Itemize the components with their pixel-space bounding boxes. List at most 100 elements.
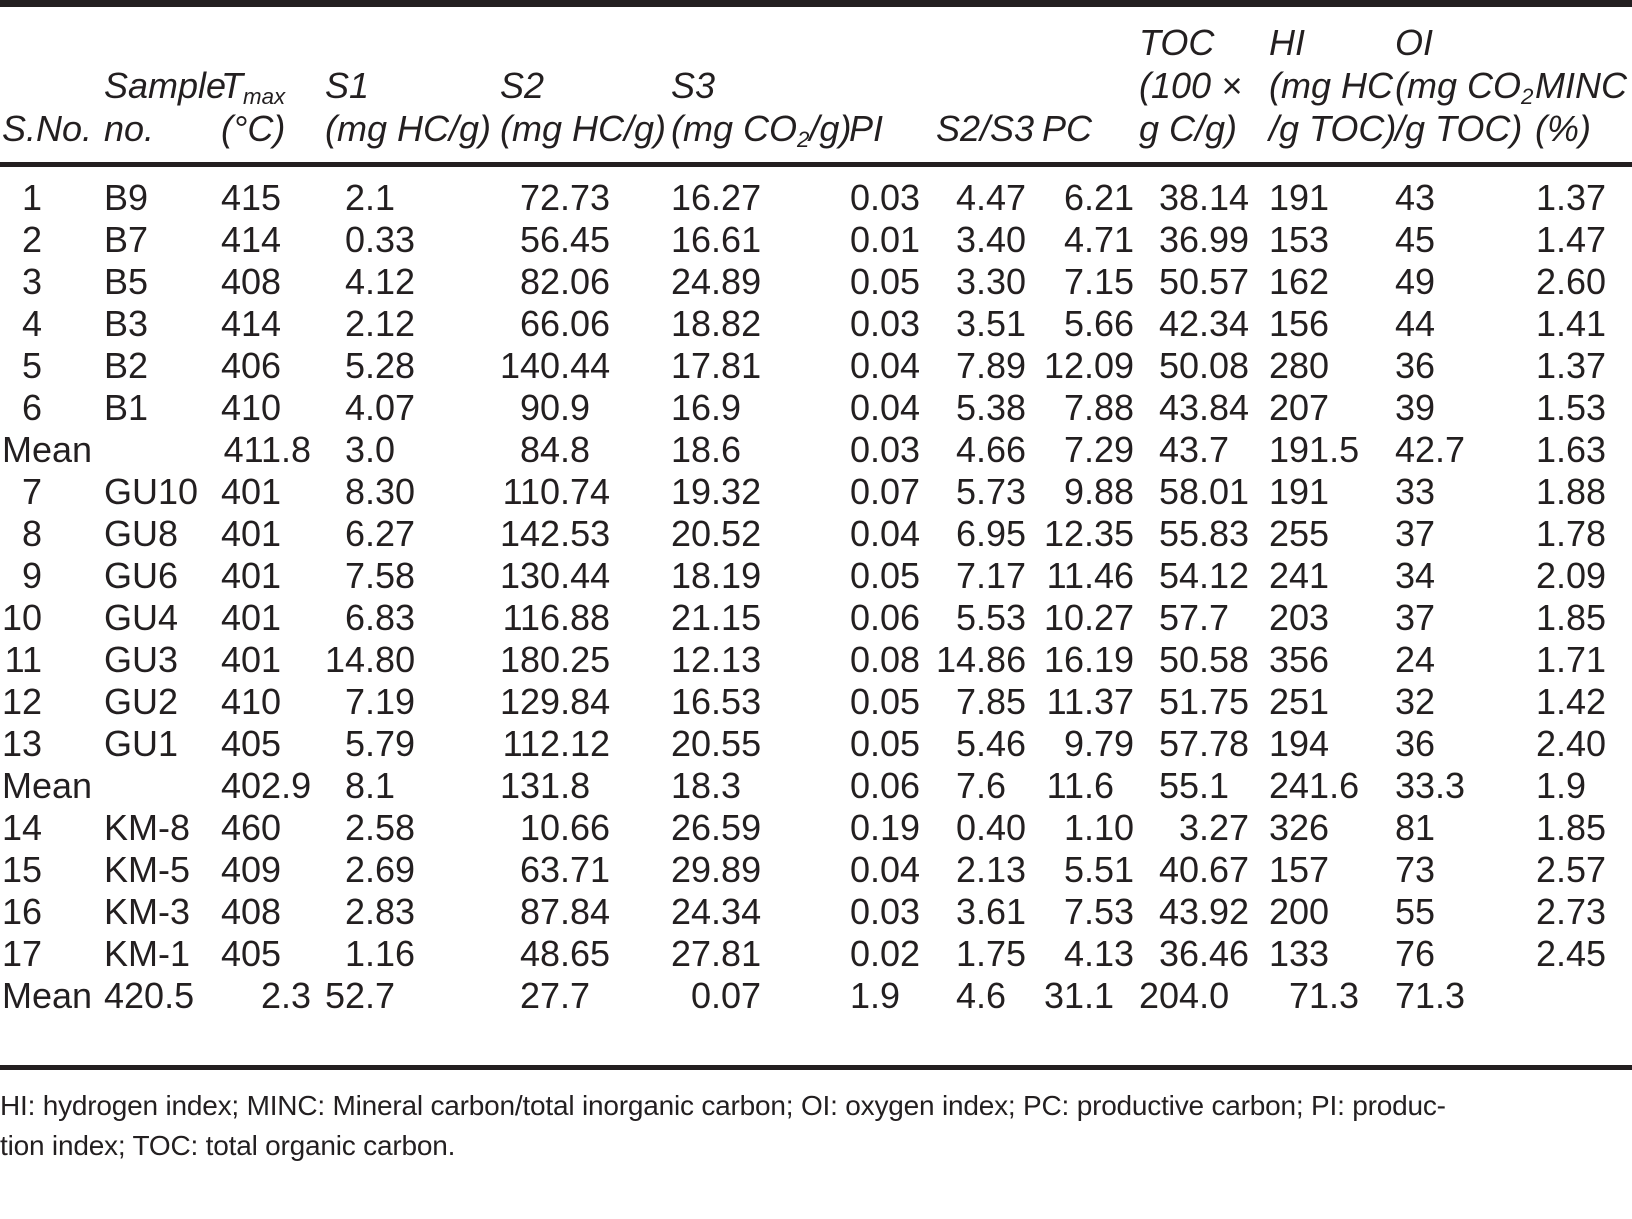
cell-s2s3: 7.6 <box>955 765 1007 806</box>
cell-s2: 87.84 <box>519 891 611 932</box>
cell-minc: 2.60 <box>1535 261 1607 302</box>
cell-oi: 42.7 <box>1395 429 1466 470</box>
cell-toc: 50.57 <box>1158 261 1250 302</box>
cell-sample: GU6 <box>104 555 179 596</box>
cell-tmax: 401 <box>221 555 282 596</box>
cell-sample: GU10 <box>104 471 199 512</box>
cell-hi: 191 <box>1269 177 1330 218</box>
cell-s2s3: 7.17 <box>955 555 1027 596</box>
cell-pc: 9.88 <box>1063 471 1135 512</box>
cell-pc: 7.29 <box>1063 429 1135 470</box>
cell-s2: 142.53 <box>500 513 611 554</box>
cell-minc: 1.63 <box>1535 429 1607 470</box>
cell-pi: 0.19 <box>849 807 921 848</box>
cell-pc: 31.1 <box>1043 975 1115 1016</box>
cell-hi: 156 <box>1269 303 1330 344</box>
cell-tmax: 402.9 <box>221 765 312 806</box>
cell-sno: 9 <box>21 555 42 596</box>
cell-toc: 36.99 <box>1158 219 1250 260</box>
cell-s3: 16.9 <box>671 387 742 428</box>
cell-toc: 51.75 <box>1158 681 1250 722</box>
cell-s1: 7.19 <box>344 681 416 722</box>
cell-s3: 0.07 <box>690 975 762 1016</box>
cell-tmax: 405 <box>221 933 282 974</box>
cell-minc: 2.40 <box>1535 723 1607 764</box>
cell-toc: 43.7 <box>1158 429 1230 470</box>
cell-s3: 19.32 <box>671 471 762 512</box>
cell-pc: 12.09 <box>1043 345 1135 386</box>
cell-s2s3: 14.86 <box>936 639 1027 680</box>
cell-hi: 251 <box>1269 681 1330 722</box>
cell-tmax: 408 <box>221 891 282 932</box>
cell-sample: B9 <box>104 177 149 218</box>
cell-s1: 14.80 <box>325 639 416 680</box>
cell-pi: 0.04 <box>849 387 921 428</box>
cell-oi: 71.3 <box>1395 975 1466 1016</box>
cell-pi: 0.04 <box>849 345 921 386</box>
cell-oi: 33 <box>1395 471 1436 512</box>
cell-pi: 0.04 <box>849 849 921 890</box>
cell-tmax: 2.3 <box>260 975 312 1016</box>
cell-s2s3: 5.46 <box>955 723 1027 764</box>
cell-pc: 11.46 <box>1046 555 1135 596</box>
cell-oi: 32 <box>1395 681 1436 722</box>
cell-s1: 5.79 <box>344 723 416 764</box>
cell-s2s3: 1.75 <box>955 933 1027 974</box>
table-row: 17 KM-1 405 1.16 48.65 27.81 0.02 1.75 4.13 36.46… <box>0 933 1632 975</box>
cell-pc: 4.13 <box>1063 933 1135 974</box>
cell-pi: 0.03 <box>849 177 921 218</box>
cell-sample: KM-5 <box>104 849 191 890</box>
cell-pi: 0.02 <box>849 933 921 974</box>
cell-hi: 241 <box>1269 555 1330 596</box>
cell-oi: 73 <box>1395 849 1436 890</box>
col-header-s1: S1 (mg HC/g) <box>325 65 492 149</box>
cell-s1: 3.0 <box>344 429 396 470</box>
cell-minc: 1.88 <box>1535 471 1607 512</box>
cell-tmax: 401 <box>221 639 282 680</box>
table-row: 3 B5 408 4.12 82.06 24.89 0.05 3.30 7.15 50.57 162… <box>0 261 1632 303</box>
table-row: Mean 402.9 8.1 131.8 18.3 0.06 7.6 11.6 55.1 241.… <box>0 765 1632 807</box>
cell-s2s3: 7.89 <box>955 345 1027 386</box>
cell-s1: 52.7 <box>325 975 396 1016</box>
cell-oi: 43 <box>1395 177 1436 218</box>
cell-pc: 9.79 <box>1063 723 1135 764</box>
cell-s3: 24.34 <box>671 891 762 932</box>
cell-sample: B5 <box>104 261 149 302</box>
cell-sno: 3 <box>21 261 42 302</box>
cell-oi: 33.3 <box>1395 765 1466 806</box>
cell-oi: 49 <box>1395 261 1436 302</box>
table-row: 12 GU2 410 7.19 129.84 16.53 0.05 7.85 11.37 51.7… <box>0 681 1632 723</box>
cell-minc: 1.37 <box>1535 345 1607 386</box>
cell-oi: 76 <box>1395 933 1436 974</box>
cell-oi: 39 <box>1395 387 1436 428</box>
pyrolysis-data-table: S.No. Sample no. Tmax (°C) S1 (mg HC/g) S2 (mg H… <box>0 0 1632 1068</box>
cell-pi: 0.06 <box>849 765 921 806</box>
cell-sample: KM-8 <box>104 807 191 848</box>
cell-s2: 129.84 <box>500 681 611 722</box>
cell-pc: 5.66 <box>1063 303 1135 344</box>
cell-sno: 15 <box>2 849 43 890</box>
cell-pc: 4.71 <box>1063 219 1135 260</box>
cell-tmax: 401 <box>221 471 282 512</box>
cell-sample: KM-1 <box>104 933 191 974</box>
cell-pi: 0.05 <box>849 555 921 596</box>
table-row: 11 GU3 401 14.80 180.25 12.13 0.08 14.86 16.19 50… <box>0 639 1632 681</box>
cell-toc: 57.7 <box>1158 597 1230 638</box>
cell-s2: 116.88 <box>502 597 611 638</box>
cell-s2s3: 5.53 <box>955 597 1027 638</box>
cell-sno: 7 <box>21 471 42 512</box>
table-row: Mean 420.5 2.3 52.7 27.7 0.07 1.9 4.6 31.1 204.0 7… <box>0 975 1632 1068</box>
cell-s1: 4.07 <box>344 387 416 428</box>
cell-tmax: 410 <box>221 681 282 722</box>
table-header: S.No. Sample no. Tmax (°C) S1 (mg HC/g) S2 (mg H… <box>0 4 1632 165</box>
cell-s3: 18.6 <box>671 429 742 470</box>
cell-minc: 1.37 <box>1535 177 1607 218</box>
cell-toc: 58.01 <box>1158 471 1250 512</box>
cell-hi: 200 <box>1269 891 1330 932</box>
cell-s2s3: 3.61 <box>955 891 1027 932</box>
footnote-line-1: HI: hydrogen index; MINC: Mineral carbon… <box>0 1090 1446 1121</box>
cell-toc: 55.83 <box>1158 513 1250 554</box>
cell-s2: 140.44 <box>500 345 611 386</box>
cell-toc: 40.67 <box>1158 849 1250 890</box>
table-row: 15 KM-5 409 2.69 63.71 29.89 0.04 2.13 5.51 40.67… <box>0 849 1632 891</box>
